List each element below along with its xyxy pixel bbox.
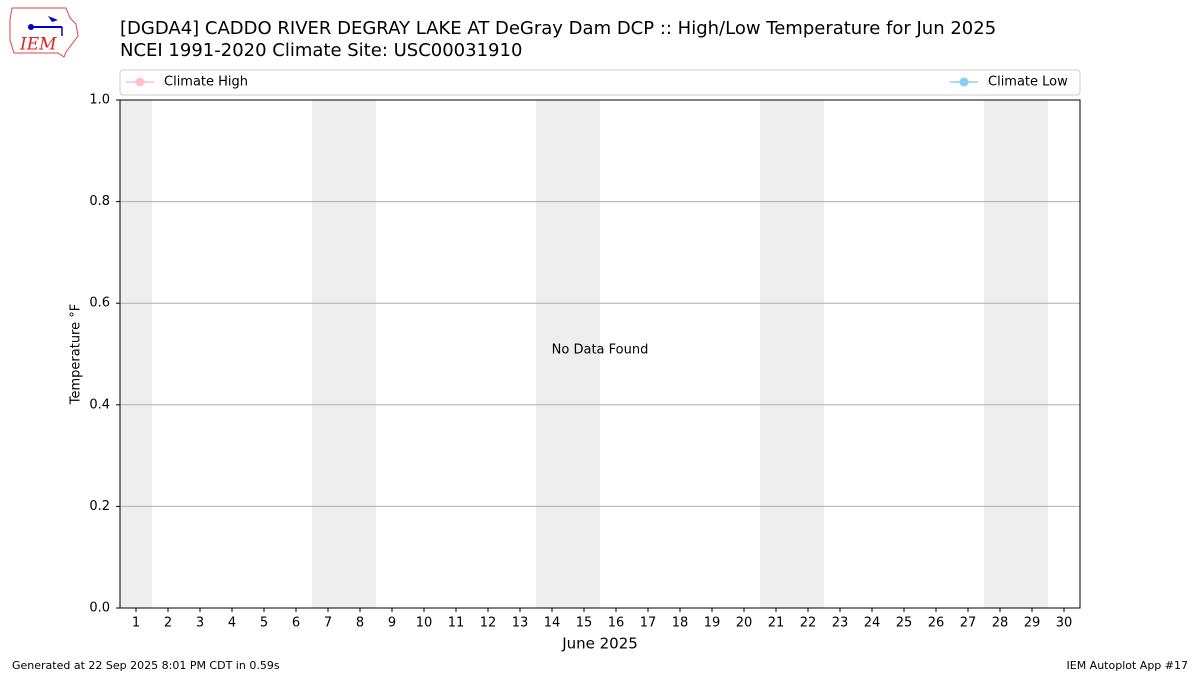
- y-tick-label: 1.0: [89, 93, 110, 108]
- x-tick-label: 29: [1024, 616, 1041, 631]
- x-tick-label: 18: [672, 616, 689, 631]
- legend-label: Climate High: [164, 75, 248, 90]
- x-tick-label: 25: [896, 616, 913, 631]
- x-tick-label: 10: [416, 616, 433, 631]
- x-tick-label: 16: [608, 616, 625, 631]
- legend-box: [119, 69, 1081, 96]
- x-tick-label: 23: [832, 616, 849, 631]
- x-tick-label: 26: [928, 616, 945, 631]
- x-tick-label: 2: [164, 616, 172, 631]
- x-tick-label: 24: [864, 616, 881, 631]
- y-tick-label: 0.2: [89, 499, 110, 514]
- x-tick-label: 22: [800, 616, 817, 631]
- weekend-shade: [312, 100, 344, 608]
- x-tick-label: 21: [768, 616, 785, 631]
- x-tick-label: 28: [992, 616, 1009, 631]
- chart-subtitle: NCEI 1991-2020 Climate Site: USC00031910: [120, 40, 522, 61]
- weekend-shade: [568, 100, 600, 608]
- y-tick-label: 0.4: [89, 397, 110, 412]
- weekend-shade: [536, 100, 568, 608]
- weekend-shade: [1016, 100, 1048, 608]
- plot-frame: [119, 99, 1081, 609]
- x-tick-label: 15: [576, 616, 593, 631]
- x-tick-label: 20: [736, 616, 753, 631]
- x-tick-label: 1: [132, 616, 140, 631]
- x-tick-label: 3: [196, 616, 204, 631]
- x-tick-label: 8: [356, 616, 364, 631]
- logo: IEM: [9, 7, 79, 58]
- legend-marker: [959, 77, 969, 87]
- annotation: No Data Found: [552, 343, 649, 358]
- chart-title: [DGDA4] CADDO RIVER DEGRAY LAKE AT DeGra…: [120, 18, 996, 39]
- x-tick-label: 27: [960, 616, 977, 631]
- x-tick-label: 9: [388, 616, 396, 631]
- x-tick-label: 4: [228, 616, 236, 631]
- x-tick-label: 7: [324, 616, 332, 631]
- x-tick-label: 30: [1056, 616, 1073, 631]
- x-tick-label: 12: [480, 616, 497, 631]
- x-tick-label: 14: [544, 616, 561, 631]
- x-tick-label: 6: [292, 616, 300, 631]
- y-axis-label: Temperature °F: [69, 304, 84, 405]
- logo-text: IEM: [19, 35, 57, 55]
- weekend-shade: [984, 100, 1016, 608]
- x-tick-label: 11: [448, 616, 465, 631]
- legend-marker: [135, 77, 145, 87]
- y-tick-label: 0.8: [89, 194, 110, 209]
- footer-right: IEM Autoplot App #17: [1067, 659, 1189, 672]
- x-axis-label: June 2025: [561, 635, 638, 653]
- x-tick-label: 17: [640, 616, 657, 631]
- legend-label: Climate Low: [988, 75, 1068, 90]
- weekend-shade: [760, 100, 792, 608]
- weekend-shade: [120, 100, 152, 608]
- x-tick-label: 5: [260, 616, 268, 631]
- weekend-shade: [344, 100, 376, 608]
- y-tick-label: 0.0: [89, 601, 110, 616]
- x-tick-label: 13: [512, 616, 529, 631]
- footer-left: Generated at 22 Sep 2025 8:01 PM CDT in …: [12, 659, 280, 672]
- weekend-shade: [792, 100, 824, 608]
- x-tick-label: 19: [704, 616, 721, 631]
- y-tick-label: 0.6: [89, 296, 110, 311]
